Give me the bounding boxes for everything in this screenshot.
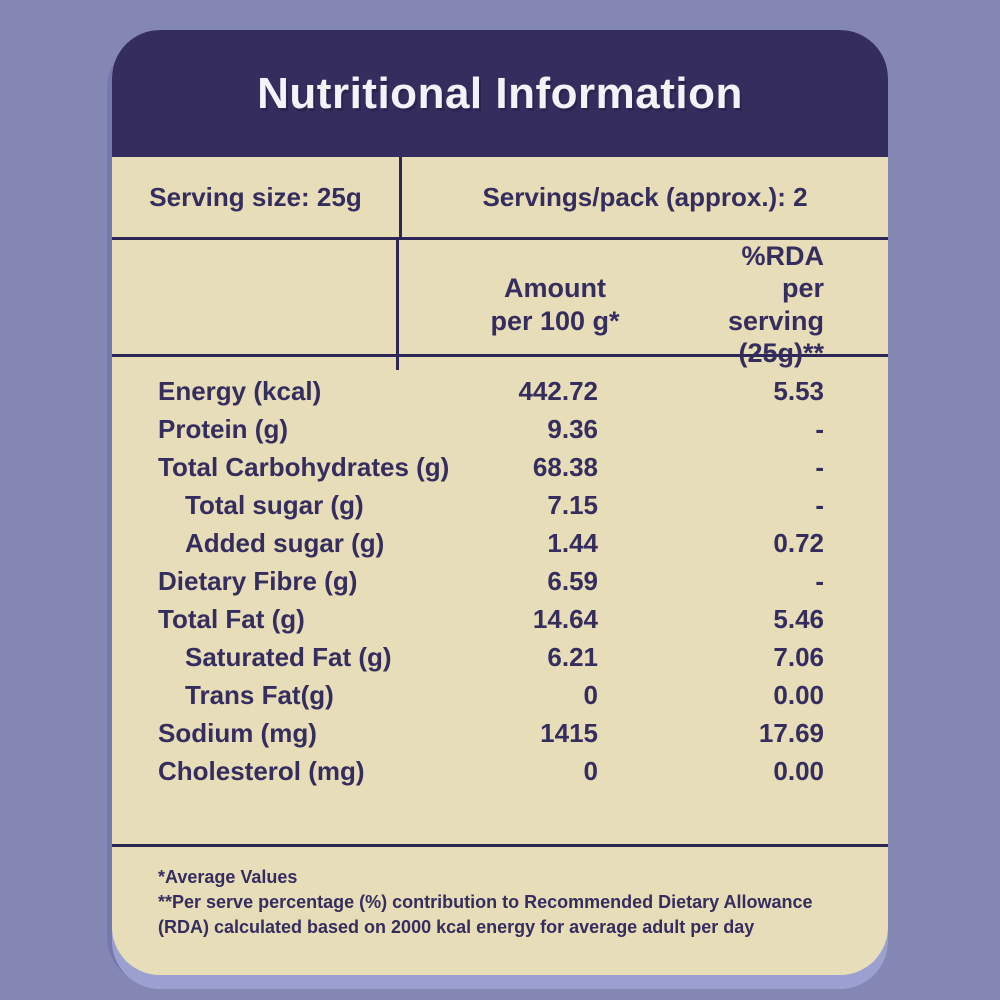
nutrient-label: Cholesterol (mg) [158,755,365,786]
label-header: Nutritional Information [112,30,888,157]
table-row-cholesterol: Cholesterol (mg) 0 0.00 [158,752,824,790]
serving-info-row: Serving size: 25g Servings/pack (approx.… [112,157,888,240]
nutrient-label: Dietary Fibre (g) [158,565,358,596]
nutrient-amount: 442.72 [518,375,598,406]
nutrient-label: Total Fat (g) [158,603,305,634]
table-row-added-sugar: Added sugar (g) 1.44 0.72 [158,524,824,562]
nutrient-label: Sodium (mg) [158,717,317,748]
footnotes-section: *Average Values **Per serve percentage (… [112,847,888,941]
footnote-average-values: *Average Values [158,867,298,887]
nutrient-rda: 5.46 [773,603,824,634]
nutrient-rda: 17.69 [758,717,824,748]
nutrient-amount: 0 [583,679,598,710]
nutrient-label: Saturated Fat (g) [185,641,392,672]
nutrient-rda: 7.06 [773,641,824,672]
column-header-row: Amount per 100 g* %RDA per serving (25g)… [112,240,888,370]
nutrient-amount: 0 [583,755,598,786]
table-row-total-sugar: Total sugar (g) 7.15 - [158,486,824,524]
nutrient-label: Protein (g) [158,413,288,444]
column-header-spacer [112,240,399,370]
nutrient-rda: 5.53 [773,375,824,406]
nutrient-table-body: Energy (kcal) 442.72 5.53 Protein (g) 9.… [112,357,888,847]
table-row-saturated-fat: Saturated Fat (g) 6.21 7.06 [158,638,824,676]
nutrient-label: Added sugar (g) [185,527,385,558]
nutrient-rda: 0.00 [773,679,824,710]
table-row-total-carbohydrates: Total Carbohydrates (g) 68.38 - [158,448,824,486]
nutrient-rda: - [815,413,824,444]
column-header-amount: Amount per 100 g* [490,273,620,336]
nutrient-amount: 6.59 [547,565,598,596]
nutrient-label: Total Carbohydrates (g) [158,451,450,482]
nutrient-label: Energy (kcal) [158,375,322,406]
table-row-energy: Energy (kcal) 442.72 5.53 [158,372,824,410]
nutrient-amount: 1.44 [547,527,598,558]
nutrient-amount: 68.38 [532,451,598,482]
nutrient-rda: - [815,489,824,520]
nutrient-amount: 7.15 [547,489,598,520]
nutrition-label-card: Nutritional Information Serving size: 25… [112,30,888,975]
nutrient-rda: - [815,565,824,596]
column-header-rda: %RDA per serving (25g)** [727,241,824,369]
servings-per-pack: Servings/pack (approx.): 2 [482,181,808,212]
nutrient-rda: 0.00 [773,755,824,786]
table-row-sodium: Sodium (mg) 1415 17.69 [158,714,824,752]
nutrient-label: Trans Fat(g) [185,679,334,710]
serving-size: Serving size: 25g [112,157,402,237]
nutrient-amount: 1415 [540,717,598,748]
nutrient-amount: 6.21 [547,641,598,672]
footnote-rda-explanation: **Per serve percentage (%) contribution … [158,892,813,938]
table-row-protein: Protein (g) 9.36 - [158,410,824,448]
nutrient-amount: 9.36 [547,413,598,444]
table-row-trans-fat: Trans Fat(g) 0 0.00 [158,676,824,714]
table-row-dietary-fibre: Dietary Fibre (g) 6.59 - [158,562,824,600]
nutrient-label: Total sugar (g) [185,489,364,520]
page-title: Nutritional Information [257,68,743,118]
table-row-total-fat: Total Fat (g) 14.64 5.46 [158,600,824,638]
nutrient-rda: - [815,451,824,482]
nutrient-rda: 0.72 [773,527,824,558]
nutrient-amount: 14.64 [532,603,598,634]
